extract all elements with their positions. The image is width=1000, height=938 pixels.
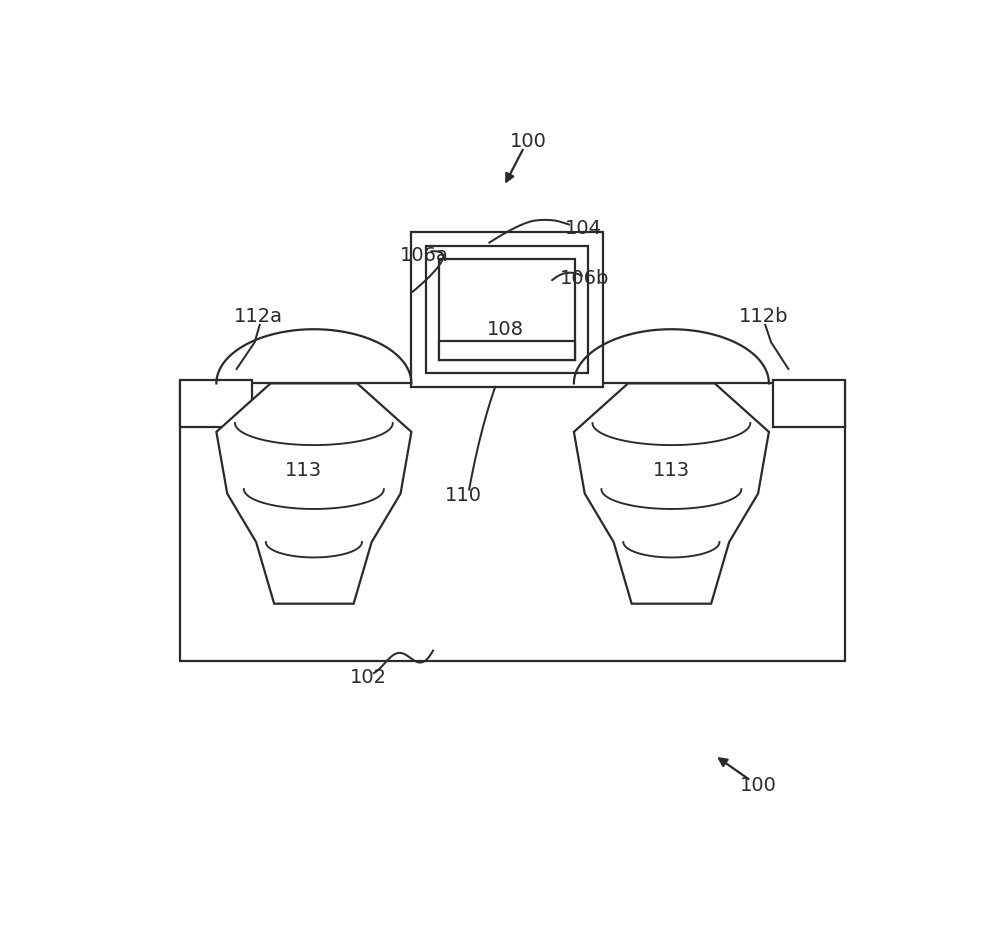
Text: 100: 100	[740, 777, 777, 795]
Polygon shape	[574, 384, 769, 604]
Text: 106a: 106a	[400, 246, 449, 265]
Text: 104: 104	[565, 219, 602, 237]
Bar	[439, 259, 575, 359]
Text: 112a: 112a	[234, 307, 283, 325]
Bar	[411, 232, 603, 387]
Polygon shape	[216, 384, 411, 604]
Text: 110: 110	[445, 486, 482, 505]
Bar	[180, 380, 252, 427]
Text: 108: 108	[487, 320, 524, 339]
Text: 113: 113	[284, 461, 322, 479]
Text: 100: 100	[510, 132, 547, 151]
Bar	[426, 246, 588, 372]
Text: 112b: 112b	[739, 307, 789, 325]
Bar	[439, 340, 575, 359]
Text: 113: 113	[653, 461, 690, 479]
Text: 106b: 106b	[560, 269, 609, 288]
Text: 102: 102	[350, 668, 387, 687]
Bar	[180, 384, 845, 661]
Bar	[773, 380, 845, 427]
